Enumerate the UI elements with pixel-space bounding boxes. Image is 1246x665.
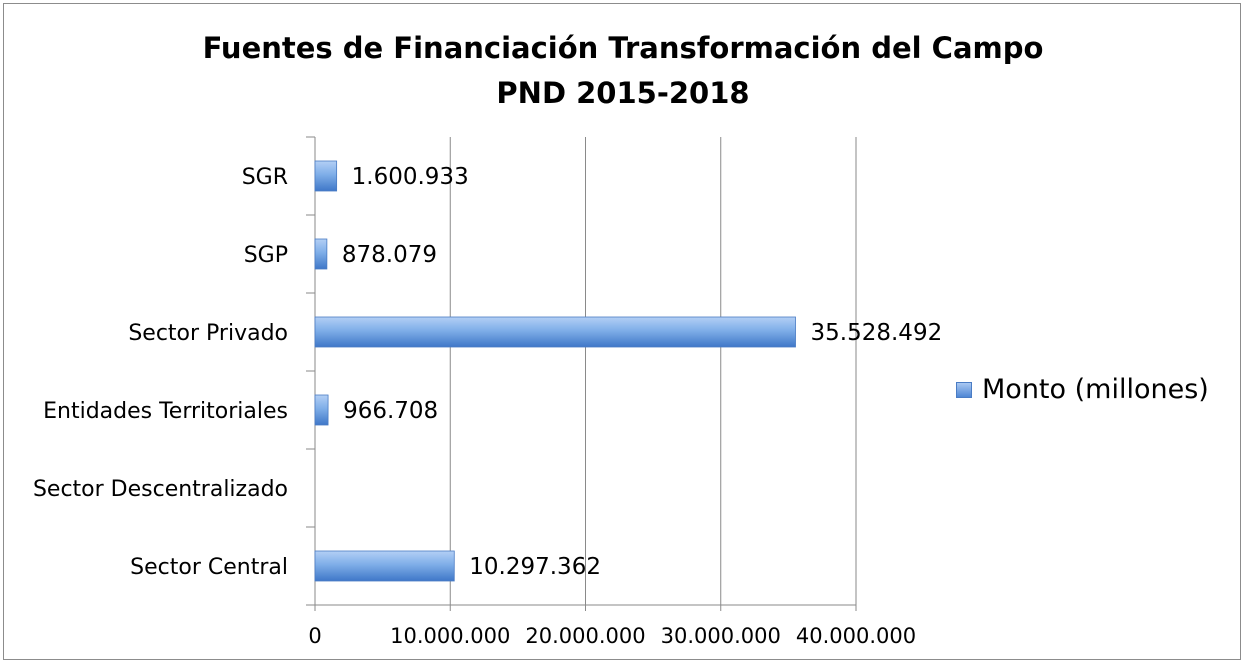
- x-tick-label-2: 20.000.000: [525, 624, 645, 648]
- data-label: 35.528.492: [811, 320, 943, 346]
- x-tick-label-3: 30.000.000: [661, 624, 781, 648]
- legend-label: Monto (millones): [982, 374, 1209, 405]
- bar: [314, 394, 329, 426]
- x-tick-label-0: 0: [308, 624, 321, 648]
- legend: Monto (millones): [956, 374, 1209, 405]
- gridlines: [449, 137, 857, 605]
- category-label: Sector Descentralizado: [33, 477, 288, 502]
- chart-title-line-1: Fuentes de Financiación Transformación d…: [202, 31, 1044, 65]
- category-label: Sector Privado: [128, 321, 288, 346]
- bar: [314, 160, 338, 192]
- x-tick-label-4: 40.000.000: [796, 624, 916, 648]
- bar: [314, 238, 328, 270]
- legend-swatch: [956, 381, 972, 398]
- category-label: SGP: [244, 243, 288, 268]
- category-label: SGR: [242, 165, 288, 190]
- chart-title-line-2: PND 2015-2018: [496, 76, 750, 110]
- labels: 0 10.000.000 20.000.000 30.000.000 40.000.00…: [33, 164, 942, 648]
- bar: [314, 550, 455, 582]
- data-label: 10.297.362: [469, 554, 601, 580]
- axes: [306, 136, 857, 611]
- bars: [314, 160, 796, 582]
- data-label: 1.600.933: [352, 164, 469, 190]
- category-label: Sector Central: [130, 555, 288, 580]
- x-tick-label-1: 10.000.000: [390, 624, 510, 648]
- data-label: 966.708: [343, 398, 438, 424]
- category-label: Entidades Territoriales: [43, 399, 288, 424]
- chart-title: Fuentes de Financiación Transformación d…: [0, 26, 1246, 116]
- bar: [314, 316, 796, 348]
- data-label: 878.079: [342, 242, 437, 268]
